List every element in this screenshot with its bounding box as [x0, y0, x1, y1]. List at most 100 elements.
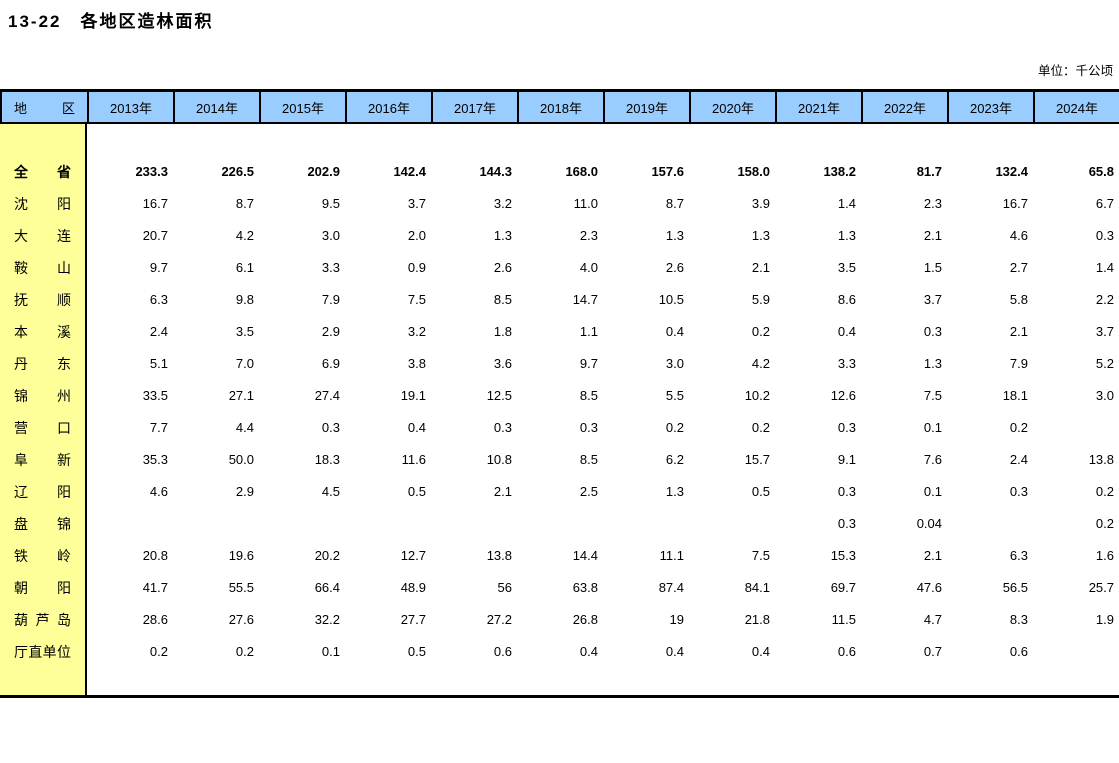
value-cell: [87, 508, 173, 540]
value-cell: 1.9: [1095, 612, 1114, 627]
table-row: 鞍山 9.7 6.1 3.3 0.9 2.6 4.0 2.6 2.1 3.5 1.5 2.7 1.4: [0, 252, 1119, 284]
value-cell: 20.8: [142, 548, 168, 563]
value-cell: 0.3: [923, 324, 942, 339]
value-cell: 56.5: [1002, 580, 1028, 595]
value-cell: 11.0: [573, 196, 598, 211]
value-cell: 0.2: [1095, 516, 1114, 531]
value-cell: 2.0: [407, 228, 426, 243]
value-cell: 2.5: [579, 484, 598, 499]
region-label: 辽阳: [0, 476, 87, 508]
region-char: 锦: [57, 516, 71, 532]
value-cell: [259, 508, 345, 540]
page-title: 13-22 各地区造林面积: [8, 12, 214, 31]
value-cell: 47.6: [916, 580, 942, 595]
value-cell: 2.7: [1009, 260, 1028, 275]
value-cell: 5.2: [1095, 356, 1114, 371]
value-cell: 87.4: [658, 580, 684, 595]
value-cell: 9.7: [579, 356, 598, 371]
region-label: 阜新: [0, 444, 87, 476]
region-char: 连: [57, 228, 71, 244]
region-char: 朝: [14, 580, 28, 596]
table-row: 大连 20.7 4.2 3.0 2.0 1.3 2.3 1.3 1.3 1.3 2.1 4.6 0.3: [0, 220, 1119, 252]
year-column-header: 2022年: [861, 92, 947, 122]
region-char: 盘: [14, 516, 28, 532]
value-cell: [689, 508, 775, 540]
value-cell: 8.6: [837, 292, 856, 307]
region-char: 全: [14, 164, 28, 180]
value-cell: 14.7: [572, 292, 598, 307]
value-cell: 144.3: [479, 164, 512, 179]
region-char: 阳: [57, 484, 71, 500]
value-cell: 157.6: [651, 164, 684, 179]
value-cell: 50.0: [228, 452, 254, 467]
value-cell: 35.3: [142, 452, 168, 467]
value-cell: 3.2: [407, 324, 426, 339]
value-cell: 20.2: [314, 548, 340, 563]
value-cell: 0.4: [665, 644, 684, 659]
value-cell: 20.7: [142, 228, 168, 243]
table-row: 全省 233.3 226.5 202.9 142.4 144.3 168.0 157.6 158…: [0, 156, 1119, 188]
value-cell: 28.6: [142, 612, 168, 627]
value-cell: 9.1: [837, 452, 856, 467]
value-cell: 0.6: [837, 644, 856, 659]
afforestation-table: 地区 2013年 2014年 2015年 2016年 2017年 2018年 2019年 202…: [0, 89, 1119, 698]
value-cell: 6.9: [321, 356, 340, 371]
value-cell: 7.6: [923, 452, 942, 467]
region-label: 全省: [0, 156, 87, 188]
value-cell: 19.6: [228, 548, 254, 563]
value-cell: 3.0: [665, 356, 684, 371]
region-label: 葫芦岛: [0, 604, 87, 636]
value-cell: 0.9: [407, 260, 426, 275]
value-cell: 3.7: [923, 292, 942, 307]
value-cell: 25.7: [1088, 580, 1114, 595]
table-row: 辽阳 4.6 2.9 4.5 0.5 2.1 2.5 1.3 0.5 0.3 0.1 0.3 0.2: [0, 476, 1119, 508]
year-column-header: 2016年: [345, 92, 431, 122]
value-cell: 33.5: [142, 388, 168, 403]
value-cell: 10.8: [486, 452, 512, 467]
value-cell: 84.1: [744, 580, 770, 595]
value-cell: 3.5: [837, 260, 856, 275]
region-char: 铁: [14, 548, 28, 564]
value-cell: 21.8: [744, 612, 770, 627]
region-char: 顺: [57, 292, 71, 308]
year-column-header: 2015年: [259, 92, 345, 122]
value-cell: 6.3: [1009, 548, 1028, 563]
region-char: 岭: [57, 548, 71, 564]
region-char: 葫: [14, 612, 28, 628]
region-char: 本: [14, 324, 28, 340]
value-cell: 5.9: [751, 292, 770, 307]
value-cell: 8.5: [493, 292, 512, 307]
region-char: 新: [57, 452, 71, 468]
value-cell: 10.2: [744, 388, 770, 403]
value-cell: 3.0: [321, 228, 340, 243]
year-column-header: 2019年: [603, 92, 689, 122]
region-char: 区: [61, 100, 75, 116]
region-char: 沈: [14, 196, 28, 212]
table-row: 锦州 33.5 27.1 27.4 19.1 12.5 8.5 5.5 10.2 12.6 7.5 1…: [0, 380, 1119, 412]
region-char: 溪: [57, 324, 71, 340]
value-cell: 65.8: [1088, 164, 1114, 179]
value-cell: 27.6: [228, 612, 254, 627]
value-cell: 1.6: [1095, 548, 1114, 563]
value-cell: 0.4: [837, 324, 856, 339]
region-label: 抚顺: [0, 284, 87, 316]
value-cell: 5.5: [665, 388, 684, 403]
region-label: 大连: [0, 220, 87, 252]
region-char: 地: [14, 100, 28, 116]
region-char: 辽: [14, 484, 28, 500]
region-char: 口: [57, 420, 71, 436]
value-cell: 0.04: [916, 516, 942, 531]
region-label: 铁岭: [0, 540, 87, 572]
region-char: 东: [57, 356, 71, 372]
value-cell: 2.2: [1095, 292, 1114, 307]
value-cell: 3.9: [751, 196, 770, 211]
value-cell: 2.1: [1009, 324, 1028, 339]
value-cell: 0.3: [837, 420, 856, 435]
value-cell: 0.1: [923, 420, 942, 435]
region-char: 单: [42, 644, 57, 660]
value-cell: 0.1: [321, 644, 340, 659]
region-label-spacer: [0, 668, 87, 695]
value-cell: 2.4: [1009, 452, 1028, 467]
region-label-spacer: [0, 124, 87, 156]
